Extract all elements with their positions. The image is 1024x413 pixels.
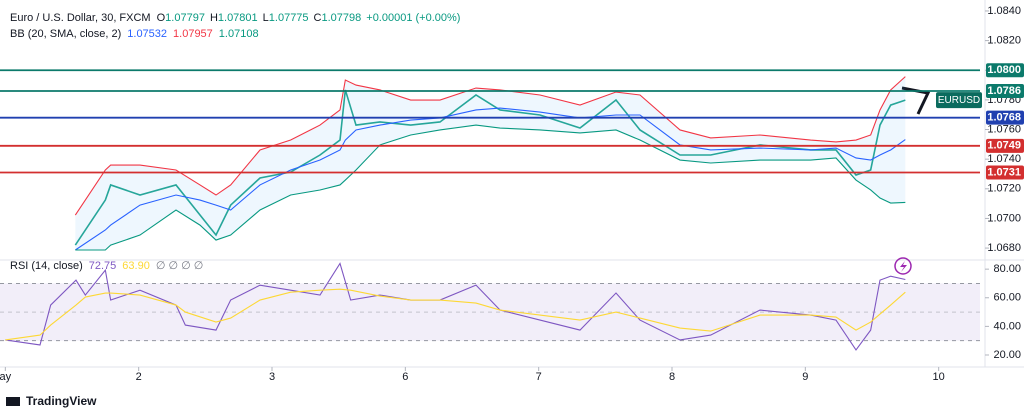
legend-text: 1.07798 (322, 12, 362, 24)
x-tick-label: 10 (933, 371, 945, 383)
y-tick-label: 20.00 (993, 349, 1021, 361)
legend-text: Euro / U.S. Dollar, 30, FXCM (10, 12, 151, 24)
y-tick-label: 1.0740 (987, 153, 1021, 165)
rsi-ma-line (5, 288, 906, 341)
level-label-box (986, 63, 1024, 78)
x-tick-label: ay (0, 371, 12, 383)
y-tick-label: 1.0700 (987, 212, 1021, 224)
y-tick-label: 40.00 (993, 320, 1021, 332)
y-tick-label: 1.0720 (987, 183, 1021, 195)
legend-text: 1.07532 (127, 28, 167, 40)
legend-text: O (157, 12, 166, 24)
symbol-tag: EURUSD (938, 95, 980, 106)
brand-name: TradingView (26, 394, 97, 408)
level-label-box (986, 110, 1024, 125)
x-tick-label: 7 (536, 371, 542, 383)
level-label: 1.0749 (987, 140, 1021, 152)
y-tick-label: 1.0820 (987, 35, 1021, 47)
y-tick-label: 80.00 (993, 263, 1021, 275)
legend-text: BB (20, SMA, close, 2) (10, 28, 121, 40)
legend-text: 1.07797 (165, 12, 205, 24)
level-label-box (986, 138, 1024, 153)
price-line (74, 89, 906, 246)
legend-text: ∅ ∅ ∅ ∅ (156, 260, 204, 272)
legend-text: 1.07775 (269, 12, 309, 24)
bb-line (75, 107, 906, 251)
bb-line (75, 124, 906, 251)
bb-fill (75, 76, 906, 250)
y-tick-label: 1.0840 (987, 5, 1021, 17)
brand-logo (6, 397, 20, 406)
legend-text: 1.07957 (173, 28, 213, 40)
symbol-tag-box (936, 92, 982, 109)
x-tick-label: 9 (802, 371, 808, 383)
legend-text: 1.07108 (219, 28, 259, 40)
alert-icon[interactable] (894, 257, 912, 275)
x-tick-label: 6 (402, 371, 408, 383)
legend-text: 1.07801 (218, 12, 258, 24)
legend-text: RSI (14, close) (10, 260, 83, 272)
x-tick-label: 3 (269, 371, 275, 383)
x-tick-label: 8 (669, 371, 675, 383)
legend-text: L (263, 12, 269, 24)
legend-text: 63.90 (122, 260, 150, 272)
y-tick-label: 60.00 (993, 292, 1021, 304)
annotation-arrow (901, 86, 931, 115)
y-tick-label: 1.0680 (987, 242, 1021, 254)
legend-text: 72.75 (89, 260, 117, 272)
legend-text: C (314, 12, 322, 24)
level-label-box (986, 165, 1024, 180)
level-label: 1.0786 (987, 85, 1021, 97)
level-label: 1.0731 (987, 166, 1021, 178)
legend-text: H (210, 12, 218, 24)
alert-bolt (900, 261, 907, 272)
legend-text: +0.00001 (+0.00%) (366, 12, 460, 24)
level-label: 1.0768 (987, 112, 1021, 124)
x-tick-label: 2 (136, 371, 142, 383)
bb-line (74, 76, 906, 216)
level-label-box (986, 83, 1024, 98)
level-label: 1.0800 (987, 64, 1021, 76)
y-tick-label: 1.0760 (987, 123, 1021, 135)
